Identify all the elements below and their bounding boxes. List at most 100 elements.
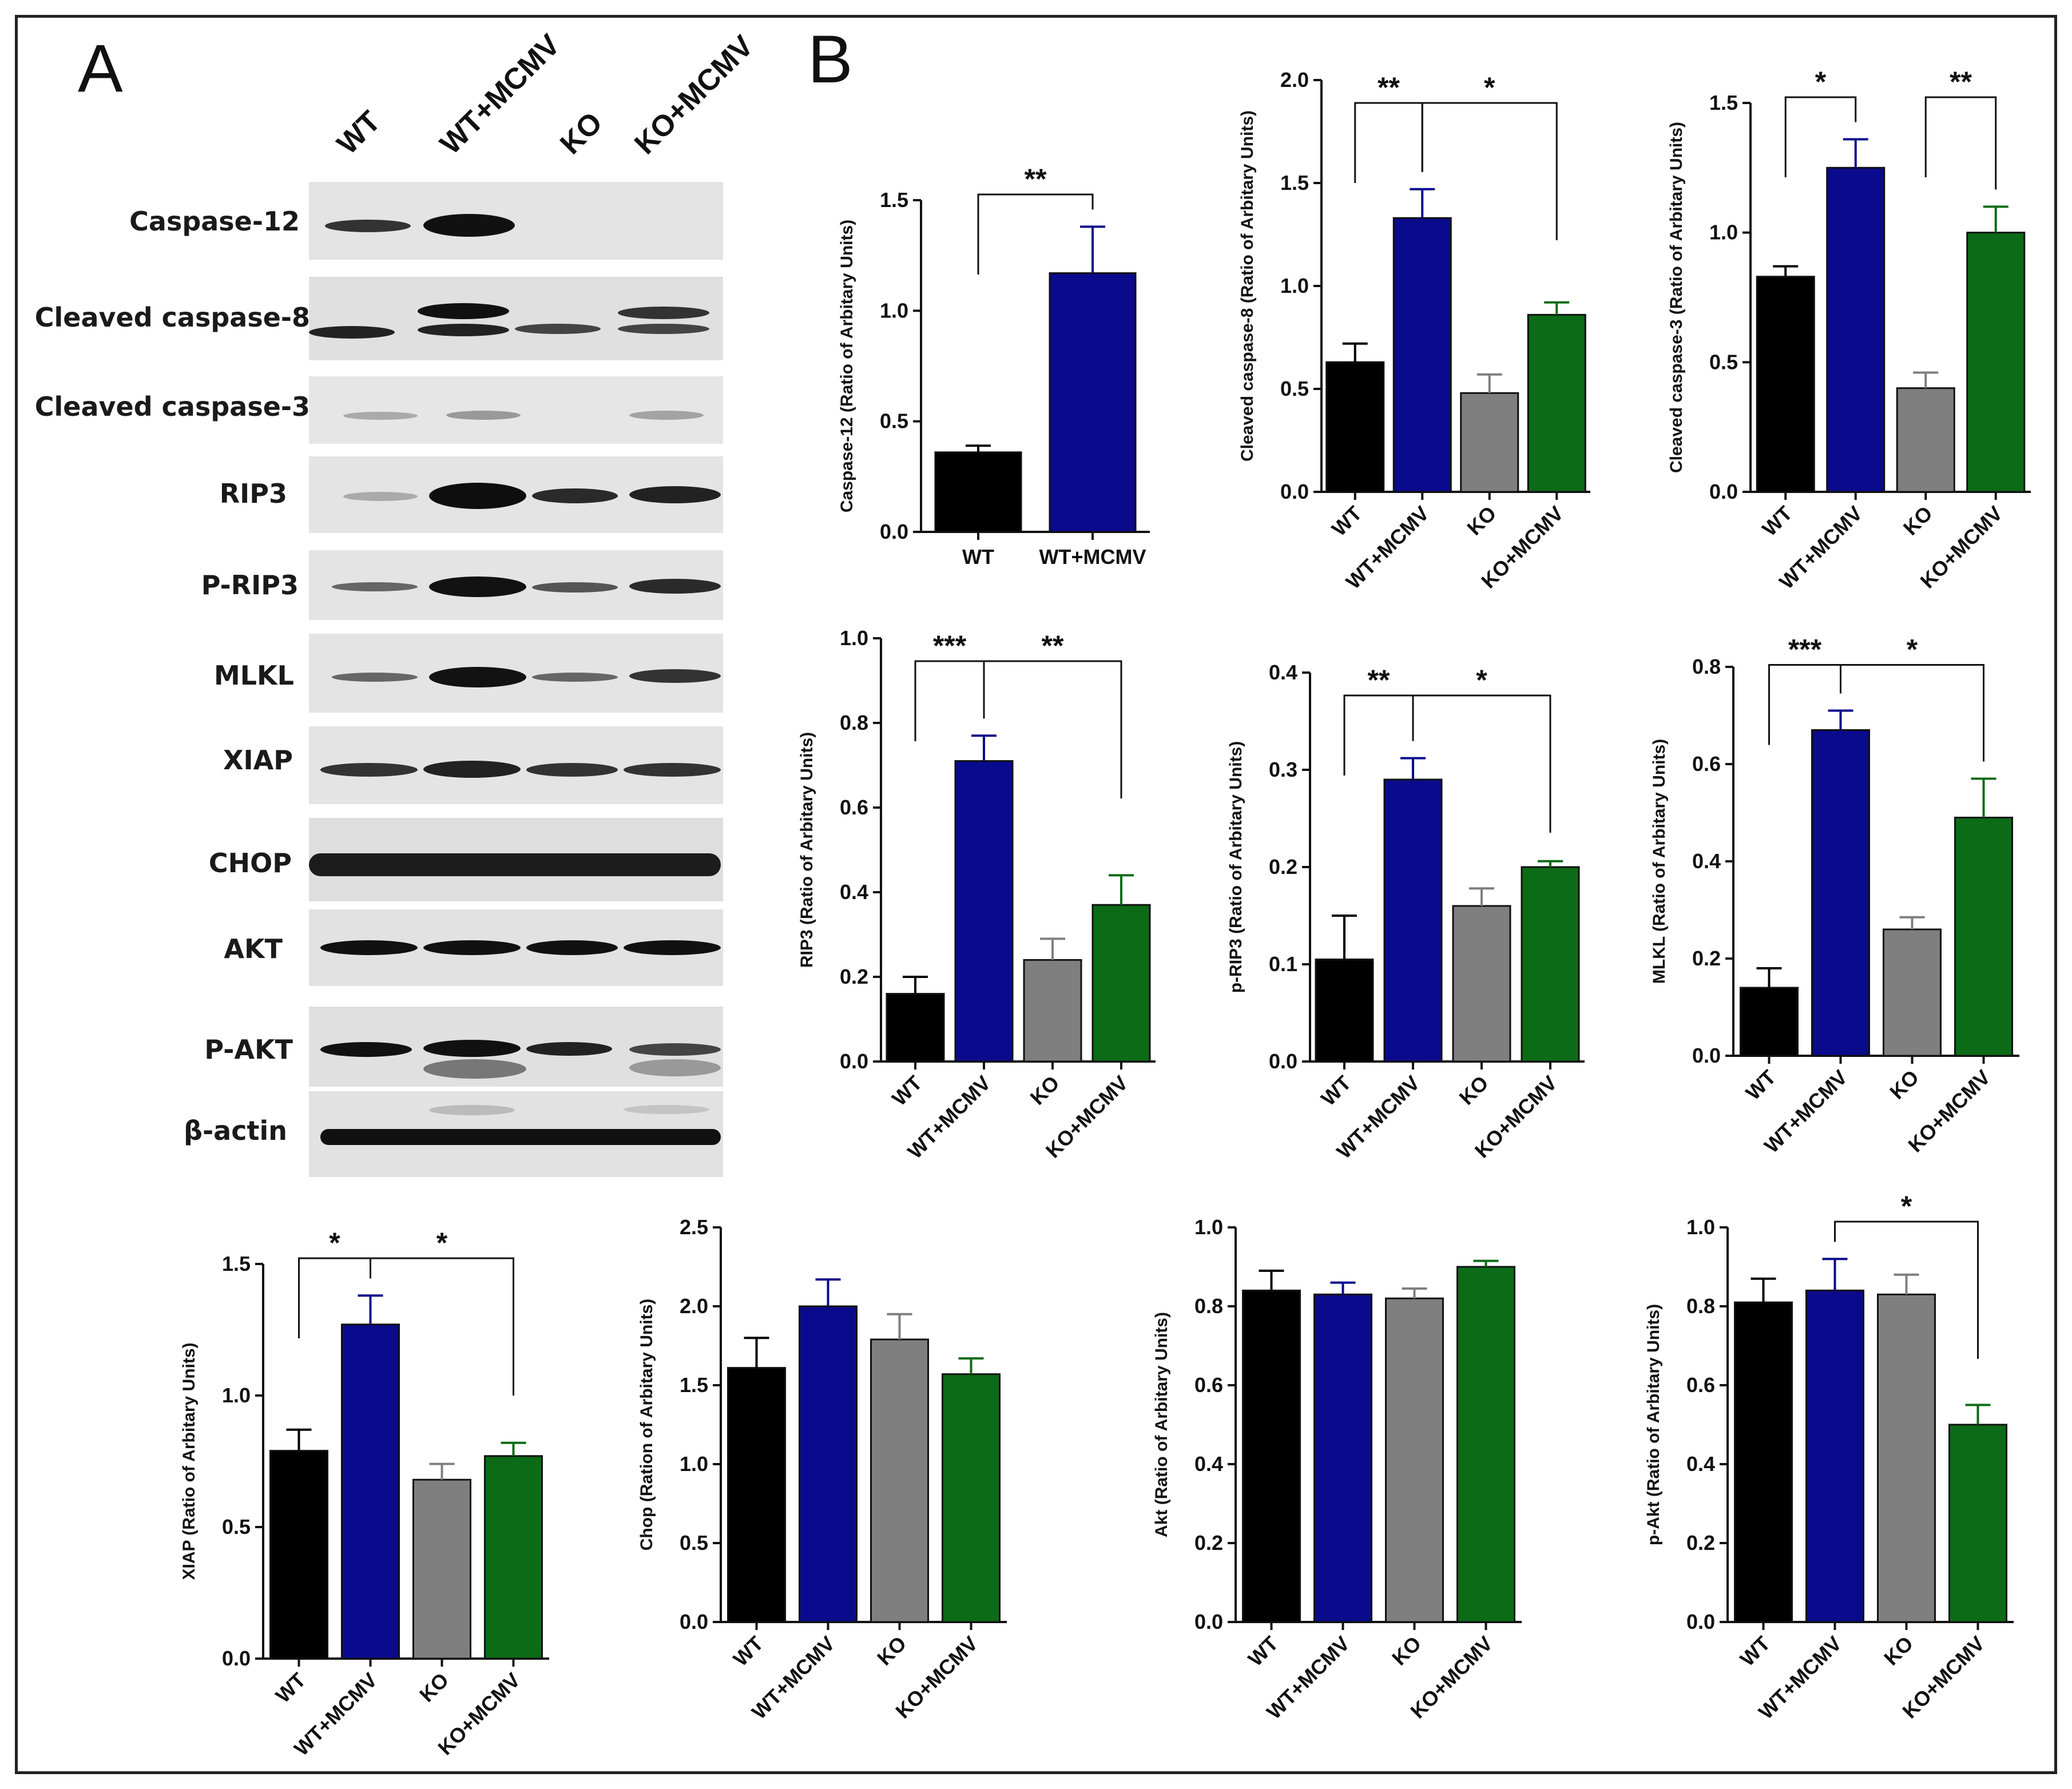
significance-label: ***: [1788, 634, 1822, 666]
significance-label: **: [1042, 630, 1064, 662]
blot-band: [526, 1042, 612, 1056]
y-tick-label: 1.0: [880, 299, 908, 322]
blot-band: [309, 326, 395, 339]
y-tick-label: 0.0: [1280, 480, 1309, 503]
y-tick-label: 0.8: [1692, 655, 1721, 678]
significance-label: **: [1368, 664, 1390, 696]
figure-frame: [15, 15, 2057, 1774]
y-tick-label: 0.0: [880, 520, 908, 543]
y-axis-title: Cleaved caspase-3 (Ratio of Arbitary Uni…: [1667, 122, 1686, 473]
blot-strip: [309, 182, 723, 260]
x-tick-label: WT: [271, 1668, 311, 1708]
y-tick-label: 1.0: [680, 1452, 708, 1476]
y-tick-label: 0.4: [1686, 1452, 1715, 1476]
y-tick-label: 0.0: [1692, 1044, 1721, 1067]
y-tick-label: 0.0: [840, 1049, 868, 1073]
bar: [1315, 959, 1374, 1063]
significance-bracket: [914, 660, 985, 741]
bar: [1811, 729, 1870, 1057]
y-axis-title: Akt (Ratio of Arbitary Units): [1152, 1312, 1171, 1537]
y-axis-title: MLKL (Ratio of Arbitary Units): [1650, 739, 1669, 984]
y-tick-label: 0.2: [1692, 947, 1721, 970]
y-axis-title: Caspase-12 (Ratio of Arbitary Units): [837, 220, 856, 512]
bar: [1740, 987, 1799, 1057]
blot-band: [618, 324, 709, 334]
y-tick-label: 0.8: [1686, 1294, 1715, 1318]
bar: [1313, 1293, 1372, 1623]
bar: [1896, 387, 1955, 493]
blot-band: [624, 763, 721, 777]
significance-label: *: [329, 1227, 340, 1259]
blot-band: [418, 303, 509, 319]
blot-row-label: Caspase-12: [129, 206, 300, 237]
blot-band: [446, 411, 521, 420]
significance-bracket: [1924, 96, 1997, 190]
y-axis-title: p-RIP3 (Ratio of Arbitary Units): [1226, 741, 1245, 993]
significance-label: *: [1815, 66, 1827, 98]
y-tick-label: 0.0: [1194, 1610, 1223, 1633]
blot-row-label: AKT: [224, 933, 283, 964]
y-tick-label: 0.8: [1194, 1294, 1223, 1318]
blot-band: [423, 1059, 526, 1079]
blot-band: [332, 673, 418, 682]
y-tick-label: 0.2: [1269, 855, 1297, 878]
y-tick-label: 0.0: [222, 1647, 251, 1670]
bar: [341, 1323, 400, 1660]
blot-band: [532, 488, 618, 503]
bar: [1392, 217, 1452, 493]
x-tick-label: WT: [1757, 502, 1797, 541]
blot-band: [418, 324, 509, 336]
bar: [1456, 1266, 1515, 1623]
y-tick-label: 0.0: [1709, 480, 1738, 503]
akt-chart: 0.0 0.2 0.4 0.6 0.8 1.0 Akt (Ratio of Arbitary…: [1152, 1215, 1522, 1724]
bar: [1049, 272, 1137, 533]
blot-row-label: Cleaved caspase-3: [34, 391, 310, 422]
blot-band: [320, 763, 418, 777]
y-tick-label: 0.0: [1269, 1049, 1297, 1073]
bar: [1954, 817, 2013, 1057]
y-tick-label: 1.0: [1686, 1215, 1715, 1239]
blot-band: [629, 486, 721, 503]
blot-band: [629, 1059, 721, 1076]
y-tick-label: 1.5: [880, 188, 908, 212]
significance-label: *: [436, 1227, 448, 1259]
blot-band: [526, 763, 618, 777]
blot-band: [423, 761, 521, 778]
bar: [1521, 866, 1580, 1063]
significance-label: **: [1950, 66, 1972, 98]
x-tick-label: WT: [1736, 1632, 1775, 1671]
y-tick-label: 0.6: [1692, 752, 1721, 776]
y-tick-label: 0.5: [1709, 350, 1738, 373]
significance-bracket: [1834, 1221, 1979, 1359]
x-tick-label: WT: [1741, 1066, 1781, 1105]
significance-label: **: [1378, 71, 1400, 104]
blot-strip: [309, 726, 723, 804]
y-tick-label: 1.0: [222, 1384, 251, 1407]
blot-band: [325, 220, 411, 232]
y-tick-label: 1.5: [222, 1252, 251, 1275]
p-akt-chart: 0.0 0.2 0.4 0.6 0.8 1.0 p-Akt (Ratio of Arbita…: [1644, 1190, 2014, 1724]
y-tick-label: 0.6: [1686, 1373, 1715, 1397]
blot-row-label: β-actin: [184, 1115, 287, 1146]
x-tick-label: KO: [872, 1632, 911, 1670]
bar: [1883, 928, 1942, 1057]
x-tick-label: WT+MCMV: [1039, 545, 1146, 568]
blot-row-label: P-RIP3: [201, 570, 299, 601]
significance-label: *: [1901, 1190, 1912, 1222]
blot-strip: [309, 550, 723, 620]
y-tick-label: 0.6: [1194, 1373, 1223, 1397]
xiap-chart: 0.0 0.5 1.0 1.5 XIAP (Ratio of Arbitary Unit…: [180, 1227, 549, 1756]
bar: [1966, 232, 2026, 493]
x-tick-label: KO: [1387, 1632, 1426, 1670]
bar: [1734, 1301, 1793, 1623]
bar: [1383, 778, 1443, 1063]
panel-label-a: A: [78, 31, 123, 106]
blot-strip: [309, 909, 723, 986]
blot-strip: [309, 1091, 723, 1177]
y-tick-label: 0.0: [680, 1610, 708, 1633]
blot-strip: [309, 818, 723, 901]
y-tick-label: 2.0: [680, 1294, 708, 1318]
bar: [1091, 904, 1151, 1063]
bar: [1948, 1424, 2007, 1623]
y-tick-label: 1.0: [1194, 1215, 1223, 1239]
